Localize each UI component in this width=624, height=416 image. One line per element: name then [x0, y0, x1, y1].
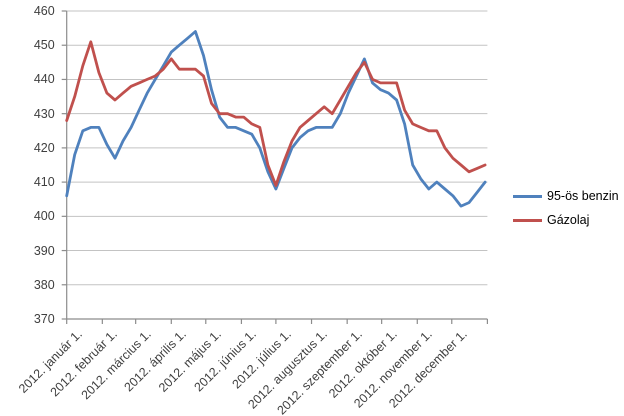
legend-item-gazolaj: Gázolaj — [513, 212, 623, 228]
y-axis-label: 440 — [33, 72, 55, 87]
y-axis-label: 380 — [33, 277, 55, 292]
y-axis-label: 390 — [33, 243, 55, 258]
legend-label-benzin: 95-ös benzin — [547, 189, 619, 203]
series-line-95-s-benzin — [65, 30, 487, 208]
y-axis-label: 450 — [33, 38, 55, 53]
chart-legend: 95-ös benzin Gázolaj — [513, 188, 623, 236]
y-axis-label: 430 — [33, 106, 55, 121]
y-axis-label: 420 — [33, 140, 55, 155]
y-axis-label: 370 — [33, 312, 55, 326]
legend-item-benzin: 95-ös benzin — [513, 188, 623, 204]
y-axis-label: 400 — [33, 209, 55, 224]
series-line-g-zolaj — [65, 40, 487, 187]
legend-label-gazolaj: Gázolaj — [547, 213, 590, 227]
y-axis-label: 410 — [33, 175, 55, 190]
y-axis-label: 460 — [33, 4, 55, 18]
benzin-line-swatch — [513, 194, 542, 198]
gazolaj-line-swatch — [513, 218, 542, 222]
